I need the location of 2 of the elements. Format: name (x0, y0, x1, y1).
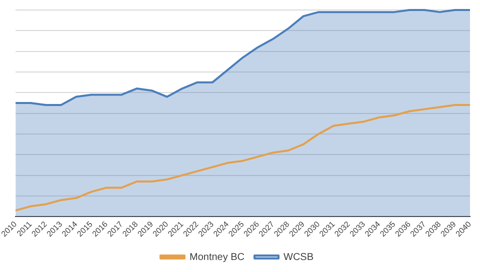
legend-label: WCSB (284, 252, 314, 263)
legend-label: Montney BC (189, 252, 245, 263)
